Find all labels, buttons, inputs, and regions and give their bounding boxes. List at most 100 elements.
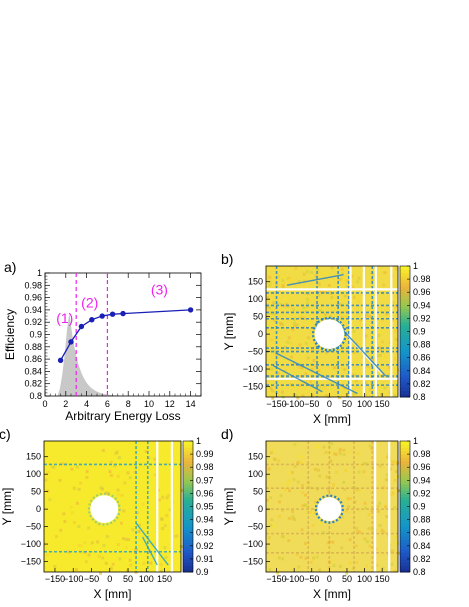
heatmap-cell [355, 526, 358, 530]
heatmap-cell [308, 298, 312, 302]
x-tick-label: 50 [342, 399, 352, 409]
heatmap-cell [309, 380, 313, 384]
heatmap-cell [382, 530, 386, 534]
region-label: (2) [81, 294, 98, 310]
heatmap-cell [271, 524, 275, 528]
colorbar-segment [400, 295, 410, 300]
heatmap-cell [295, 336, 299, 340]
heatmap-cell [339, 565, 342, 568]
data-point [57, 357, 64, 364]
colorbar-segment [400, 377, 410, 382]
x-tick-label: 4 [84, 399, 89, 409]
colorbar-segment [183, 522, 193, 527]
heatmap-cell [79, 481, 83, 485]
colorbar-segment [183, 539, 193, 544]
heatmap-cell [296, 396, 300, 400]
colorbar-segment [400, 321, 410, 326]
colorbar-segment [400, 364, 410, 369]
heatmap-cell [322, 531, 325, 534]
heatmap-cell [133, 470, 137, 474]
heatmap-cell [303, 503, 307, 507]
heatmap-cell [109, 473, 113, 477]
heatmap-cell [61, 462, 65, 466]
heatmap-cell [368, 444, 372, 448]
diagonal-strip [135, 522, 169, 566]
heatmap-cell [298, 343, 302, 347]
heatmap-cell [382, 521, 386, 524]
heatmap-cell [101, 449, 105, 452]
heatmap-cell [304, 342, 308, 345]
colorbar-segment [400, 344, 410, 349]
heatmap-cell [309, 510, 313, 514]
y-tick-label: 1 [37, 268, 42, 278]
beam-hole [314, 319, 345, 349]
colorbar-segment [183, 545, 193, 550]
heatmap-cell [75, 501, 79, 505]
heatmap-cell [340, 267, 344, 271]
heatmap-cell [126, 569, 129, 573]
heatmap-cell [344, 315, 348, 319]
colorbar-segment [400, 341, 410, 346]
colorbar-segment [400, 311, 410, 316]
colorbar-segment [400, 473, 410, 478]
colorbar-tick-label: 0.94 [196, 515, 214, 525]
y-tick-label: 0.86 [24, 354, 42, 364]
heatmap-cell [120, 521, 123, 525]
data-point [78, 323, 85, 330]
heatmap-cell [102, 544, 106, 547]
heatmap-cell [324, 394, 328, 398]
heatmap-cell [287, 516, 291, 520]
efficiency-line [60, 309, 191, 361]
heatmap-cell [51, 465, 55, 469]
heatmap-cell [329, 383, 333, 386]
colorbar-segment [183, 496, 193, 501]
heatmap-cell [368, 388, 372, 392]
heatmap-cell [340, 316, 344, 319]
heatmap-cell [283, 298, 287, 301]
heatmap-cell [153, 457, 157, 461]
heatmap-cell [77, 487, 81, 491]
heatmap-cell [274, 282, 278, 286]
heatmap-cell [270, 518, 274, 522]
x-tick-label: −100 [284, 574, 304, 584]
heatmap-cell [116, 474, 120, 478]
heatmap-cell [365, 540, 369, 544]
heatmap-cell [337, 499, 340, 503]
heatmap-cell [101, 556, 105, 560]
y-tick-label: −50 [248, 522, 263, 532]
heatmap-cell [136, 511, 139, 515]
heatmap-cell [352, 350, 356, 354]
colorbar-segment [400, 493, 410, 498]
heatmap-cell [269, 338, 273, 342]
heatmap-cell [268, 568, 272, 571]
heatmap-cell [338, 449, 342, 453]
heatmap-cell [364, 334, 368, 338]
diagonal-strip [272, 364, 323, 393]
colorbar-tick-label: 0.96 [413, 462, 431, 472]
heatmap-cell [322, 445, 326, 449]
heatmap-cell [305, 305, 309, 309]
heatmap-cell [355, 295, 359, 299]
x-tick-label: 50 [123, 574, 133, 584]
heatmap-cell [390, 562, 394, 566]
heatmap-cell [293, 317, 296, 321]
heatmap-cell [394, 329, 398, 333]
colorbar-segment [400, 347, 410, 352]
heatmap-cell [310, 367, 314, 371]
heatmap-cell [129, 563, 133, 567]
heatmap-cell [329, 459, 333, 463]
heatmap-cell [367, 513, 371, 517]
y-tick-label: 150 [248, 277, 263, 287]
heatmap-cell [385, 515, 389, 518]
colorbar-segment [400, 266, 410, 270]
y-tick-label: 100 [26, 469, 41, 479]
x-tick-label: 50 [342, 574, 352, 584]
heatmap-cell [125, 545, 128, 549]
heatmap-cell [380, 528, 384, 532]
colorbar-segment [400, 499, 410, 504]
y-tick-label: −50 [248, 347, 263, 357]
x-tick-label: 14 [186, 399, 196, 409]
heatmap-cell [46, 553, 50, 557]
heatmap-cell [331, 560, 334, 564]
data-point [89, 317, 95, 323]
